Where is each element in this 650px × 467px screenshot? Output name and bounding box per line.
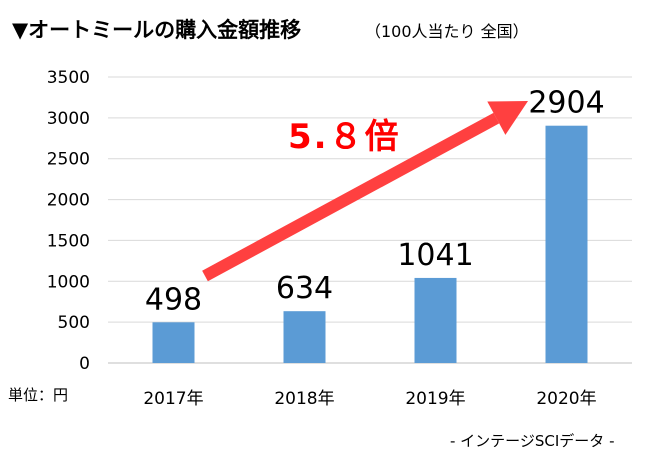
- data-label: 2904: [528, 86, 604, 121]
- data-label: 1041: [397, 238, 473, 273]
- growth-arrow: [202, 101, 528, 282]
- arrow-head: [487, 101, 528, 135]
- bars: [152, 125, 588, 363]
- x-category-label: 2017年: [143, 389, 203, 409]
- y-tick-label: 0: [79, 354, 90, 374]
- bar: [545, 125, 588, 363]
- data-label: 634: [276, 271, 333, 306]
- data-labels: 498 634 1041 2904: [145, 86, 605, 318]
- y-tick-label: 3500: [47, 68, 90, 88]
- x-category-label: 2018年: [274, 389, 334, 409]
- y-tick-label: 2500: [47, 150, 90, 170]
- chart-title: ▼オートミールの購入金額推移: [12, 18, 301, 42]
- y-tick-label: 2000: [47, 191, 90, 211]
- y-axis-ticks: 0 500 1000 1500 2000 2500 3000 3500: [47, 68, 90, 374]
- unit-label: 単位：円: [8, 386, 68, 404]
- data-label: 498: [145, 282, 202, 317]
- bar: [152, 322, 195, 363]
- x-category-label: 2020年: [536, 389, 596, 409]
- y-tick-label: 3000: [47, 109, 90, 129]
- bar: [283, 311, 326, 363]
- y-tick-label: 500: [58, 313, 90, 333]
- chart-subtitle: （100人当たり 全国）: [365, 22, 529, 41]
- source-note: - インテージSCIデータ -: [450, 432, 614, 450]
- arrow-shaft: [202, 112, 500, 282]
- gridlines: [108, 76, 632, 364]
- growth-multiplier: 5.８倍: [288, 117, 401, 157]
- bar: [414, 277, 457, 363]
- x-axis-categories: 2017年 2018年 2019年 2020年: [143, 389, 596, 409]
- x-category-label: 2019年: [405, 389, 465, 409]
- y-tick-label: 1000: [47, 272, 90, 292]
- y-tick-label: 1500: [47, 231, 90, 251]
